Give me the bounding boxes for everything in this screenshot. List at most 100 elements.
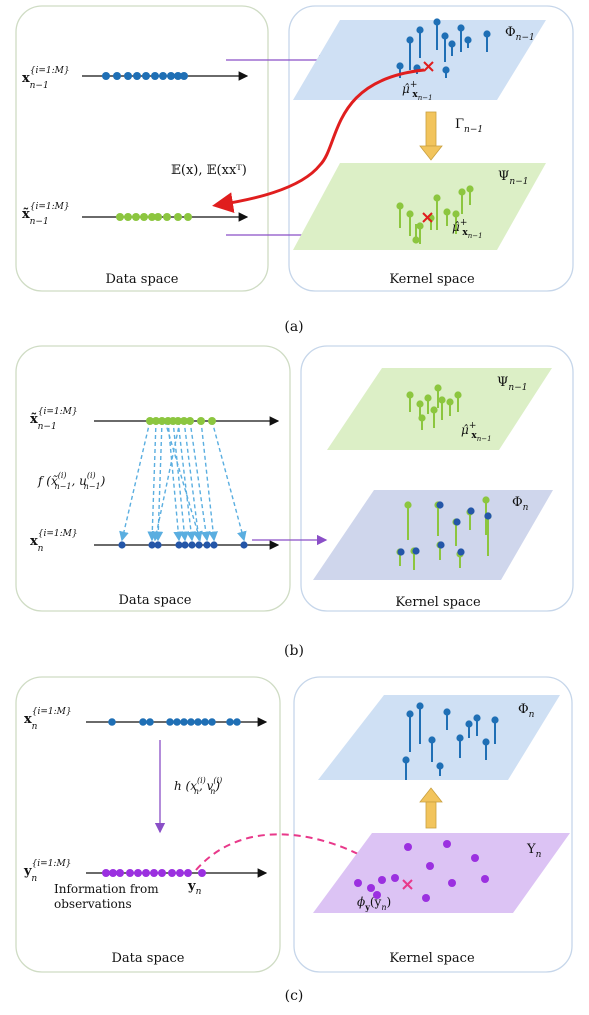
phi-point-head — [491, 716, 499, 724]
particle — [118, 541, 126, 549]
particle — [195, 541, 203, 549]
psi-point-head — [416, 400, 424, 408]
panel-a-mean-cross-top — [423, 61, 434, 72]
phi-point-head — [436, 762, 444, 770]
particle — [176, 869, 184, 877]
panel-a-phi-label: Φn−1 — [505, 25, 535, 43]
panel-a-gamma-label: Γn−1 — [455, 117, 483, 135]
phi-point-head — [402, 756, 410, 764]
psi-point-head — [416, 222, 424, 230]
particle — [151, 72, 159, 80]
phi-point-head — [404, 501, 412, 509]
particle — [186, 417, 194, 425]
particle — [148, 541, 156, 549]
transition-arrow — [183, 420, 203, 542]
panel-c-phi-label: Φn — [518, 702, 535, 720]
phi-point-head — [473, 714, 481, 722]
particle — [139, 718, 147, 726]
panel-a-data-space-label: Data space — [106, 272, 179, 287]
psi-point-head — [406, 210, 414, 218]
psi-point-head — [452, 210, 460, 218]
particle — [158, 869, 166, 877]
transition-arrow — [189, 420, 211, 542]
phi-point-head — [406, 710, 414, 718]
particle — [210, 541, 218, 549]
particle — [180, 718, 188, 726]
particle — [132, 213, 140, 221]
upsilon-point — [354, 879, 362, 887]
panel-a-moment-label: 𝔼(x), 𝔼(xxᵀ) — [171, 163, 247, 178]
panel-b-xt-label: x̃{i=1:M} n−1 — [30, 407, 78, 432]
phi-point-head — [441, 32, 449, 40]
panel-c: x{i=1:M} n h (x(i) n, v(i) n) y{i=1:M} n Inf… — [15, 676, 573, 1004]
panel-b-mu-label: μ̂+ xn−1 — [461, 421, 492, 443]
panel-b-phi-label: Φn — [512, 495, 529, 513]
particle — [102, 869, 110, 877]
phi-point-head — [442, 66, 450, 74]
panel-c-x-label: x{i=1:M} n — [24, 707, 72, 732]
particle — [109, 869, 117, 877]
panel-a-psi-label: Ψn−1 — [498, 169, 528, 187]
particle — [124, 72, 132, 80]
phi-point-head — [448, 40, 456, 48]
particle — [113, 72, 121, 80]
particle — [158, 417, 166, 425]
phi-point-head — [457, 548, 465, 556]
panel-a-mu-bot-label: μ̂+ xn−1 — [452, 218, 483, 240]
panel-b-xt-particles — [146, 417, 216, 425]
upsilon-point — [391, 874, 399, 882]
particle — [148, 213, 156, 221]
panel-c-x-particles — [108, 718, 241, 726]
psi-point-head — [424, 394, 432, 402]
particle — [146, 718, 154, 726]
panel-a-kernel-space-label: Kernel space — [389, 272, 475, 287]
particle — [116, 213, 124, 221]
panel-a: x{i=1:M} n−1 𝔼(x), 𝔼(xxᵀ) x̃{i=1:M} n−1 Da… — [15, 5, 574, 335]
panel-c-data-space-label: Data space — [112, 951, 185, 966]
phi-point-head — [484, 512, 492, 520]
phi-point-head — [456, 734, 464, 742]
psi-point-head — [443, 208, 451, 216]
particle — [180, 72, 188, 80]
particle — [124, 213, 132, 221]
particle — [175, 541, 183, 549]
particle — [233, 718, 241, 726]
phi-point-head — [412, 547, 420, 555]
transition-arrow — [151, 420, 181, 542]
particle — [188, 541, 196, 549]
panel-c-upsilon-points — [354, 840, 489, 902]
phi-point-head — [433, 18, 441, 26]
psi-point-head — [396, 202, 404, 210]
particle — [226, 718, 234, 726]
phi-point-head — [416, 702, 424, 710]
particle — [181, 541, 189, 549]
panel-b-psi-label: Ψn−1 — [497, 375, 527, 393]
phi-point-head — [406, 36, 414, 44]
psi-point-head — [433, 194, 441, 202]
phi-point-head — [457, 24, 465, 32]
upsilon-point — [367, 884, 375, 892]
particle — [166, 718, 174, 726]
panel-c-kernel-space-label: Kernel space — [389, 951, 475, 966]
phi-point-head — [464, 36, 472, 44]
panel-a-x-prev-label: x{i=1:M} n−1 — [22, 66, 70, 91]
particle — [174, 213, 182, 221]
panel-b-caption: (b) — [284, 643, 304, 659]
particle — [108, 718, 116, 726]
particle — [198, 869, 206, 877]
panel-c-y-particles — [102, 869, 206, 877]
transition-arrow — [119, 420, 151, 542]
psi-point-head — [454, 391, 462, 399]
panel-c-yn-label: yn — [187, 879, 202, 897]
panel-a-moment-arrow — [212, 68, 425, 214]
panel-a-gamma-arrow — [419, 111, 443, 161]
particle — [180, 417, 188, 425]
panel-b-phi-plane — [313, 490, 553, 580]
panel-a-x-prev-particles — [102, 72, 188, 80]
particle — [240, 541, 248, 549]
particle — [126, 869, 134, 877]
panel-a-xt-prev-particles — [116, 213, 192, 221]
upsilon-point — [481, 875, 489, 883]
psi-point-head — [466, 185, 474, 193]
phi-point-head — [483, 30, 491, 38]
